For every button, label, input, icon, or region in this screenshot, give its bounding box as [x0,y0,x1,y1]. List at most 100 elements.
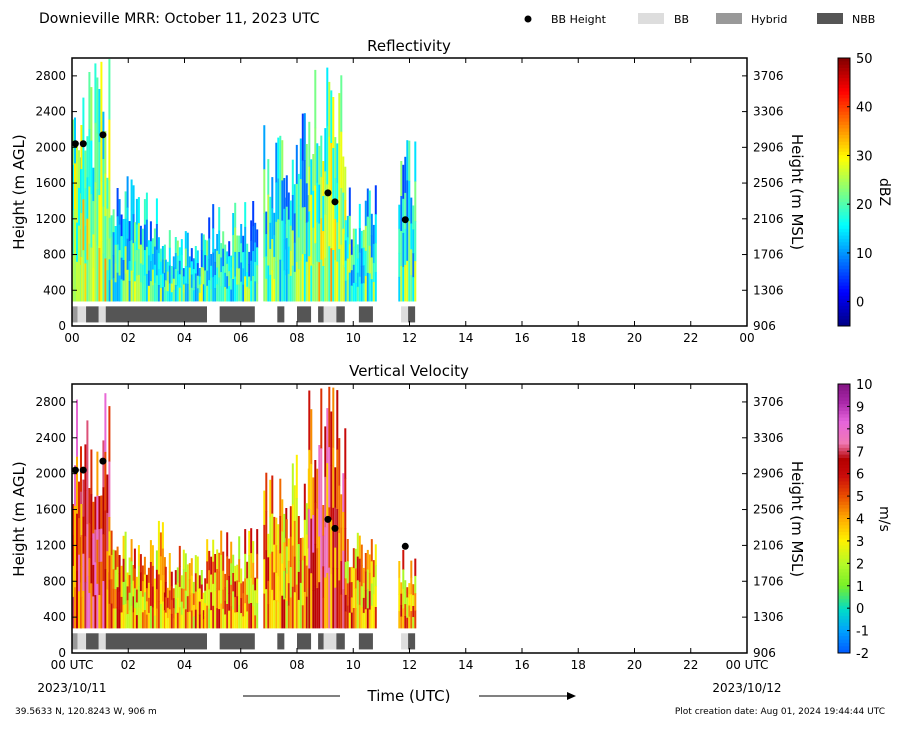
precip-column [196,263,199,277]
precip-column [139,609,142,629]
precip-column [297,269,300,302]
precip-column [283,270,286,302]
precip-column [372,594,375,612]
colorbar-step [838,252,850,257]
precip-column [356,604,359,629]
precip-column [336,449,339,510]
colorbar-step [838,582,850,587]
precip-column [334,547,337,589]
precip-column [212,228,215,253]
precip-column [88,523,91,559]
precip-column [326,125,329,185]
precip-column [98,195,101,249]
precip-column [76,513,78,572]
precip-column [204,578,207,592]
precip-column [246,243,249,259]
precip-column [358,228,361,253]
precip-column [78,225,80,264]
colorbar-step [838,521,850,526]
colorbar-step [838,61,850,66]
vertical-velocity-ylabel: Height (m AGL) [10,461,28,576]
precip-column [414,181,417,222]
creation-date-text: Plot creation date: Aug 01, 2024 19:44:4… [675,707,885,717]
precip-column [214,591,217,610]
precip-column [364,225,367,252]
precip-column [82,479,85,518]
precip-column [277,178,280,220]
precip-column [240,568,243,584]
precip-column [336,261,339,302]
precip-column [256,265,259,284]
precip-column [196,556,199,575]
precip-column [212,561,215,585]
precip-column [283,513,286,543]
precip-column [366,188,369,218]
precip-column [404,592,407,605]
precip-column [147,285,150,302]
precip-column [368,554,371,574]
precip-column [86,136,89,178]
precip-column [166,291,169,302]
precip-column [128,610,131,629]
precip-column [82,250,85,302]
precip-column [124,218,127,247]
bb-type-segment [336,306,345,323]
precip-column [200,599,203,614]
precip-column [226,276,229,290]
colorbar-step [838,265,850,270]
precip-column [358,604,361,629]
colorbar-step [838,585,850,590]
precip-column [178,586,181,608]
colorbar-step [838,155,850,159]
bb-type-segment [358,306,373,323]
precip-column [137,586,140,608]
precip-column [200,584,203,600]
y-tick-label: 2800 [35,395,66,409]
precip-column [293,271,296,302]
precip-column [291,545,294,588]
colorbar-tick-label: 9 [856,400,864,415]
precip-column [216,549,219,570]
precip-column [275,572,278,601]
precip-column [145,192,148,221]
precip-column [228,576,231,594]
precip-column [184,553,187,573]
precip-column [216,267,219,285]
precip-column [254,222,257,243]
precip-column [346,605,349,629]
precip-column [176,240,179,257]
precip-column [86,420,89,473]
precip-column [338,249,341,302]
vertical-velocity-colorbar-label: m/s [876,506,892,532]
colorbar-step [838,228,850,233]
precip-column [153,590,156,604]
precip-column [305,144,308,184]
precip-column [224,272,227,288]
colorbar-step [838,387,850,392]
precip-column [168,265,171,284]
precip-column [108,461,111,518]
precip-column [248,603,251,629]
precip-column [370,605,373,629]
precip-column [182,549,185,570]
x-tick-label: 06 [233,331,248,345]
precip-column [196,288,199,302]
precip-column [230,266,233,279]
precip-column [320,135,323,178]
precip-column [135,589,138,603]
precip-column [246,286,249,302]
precip-column [398,252,401,278]
colorbar-step [838,238,850,243]
precip-column [100,181,103,242]
precip-column [398,204,401,230]
precip-column [190,248,193,262]
precip-column [180,601,183,616]
precip-column [352,228,355,248]
precip-column [248,251,251,265]
precip-column [308,121,311,168]
precip-column [163,557,166,576]
precip-column [374,544,377,566]
bb-type-segment [336,633,345,650]
precip-column [102,253,105,302]
